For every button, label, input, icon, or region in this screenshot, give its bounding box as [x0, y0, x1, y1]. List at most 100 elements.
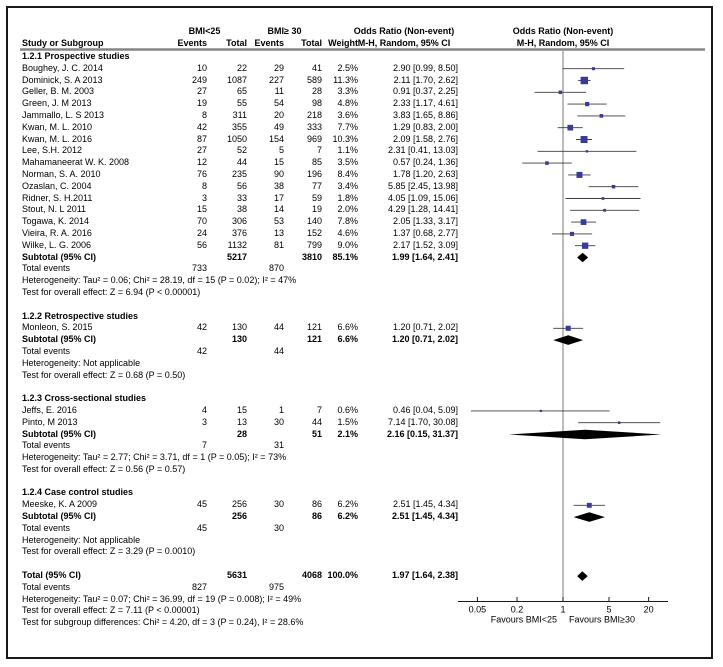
events1 — [162, 570, 207, 582]
total1: 33 — [236, 192, 247, 203]
cell — [207, 263, 247, 275]
weight: 6.6% — [337, 322, 358, 333]
study-name: Total (95% CI) — [22, 570, 81, 581]
events2 — [247, 429, 284, 441]
study-row: Norman, S. A. 2010 76 235 90 196 8.4% 1.78 [1.… — [22, 169, 458, 181]
events1: 87 — [196, 133, 207, 144]
total2: 152 — [306, 227, 322, 238]
header-events2: Events — [254, 38, 284, 48]
study-name: Subtotal (95% CI) — [22, 428, 97, 439]
point-estimate-square — [585, 102, 590, 107]
or-ci-text: 0.46 [0.04, 5.09] — [392, 404, 458, 415]
weight: 7.8% — [337, 216, 358, 227]
summary-diamond — [508, 429, 662, 440]
point-estimate-square — [580, 219, 587, 225]
total1: 13 — [236, 416, 247, 427]
total1: 130 — [231, 334, 247, 345]
events1: 76 — [196, 168, 207, 179]
note-row-text: Test for overall effect: Z = 0.56 (P = 0… — [22, 463, 186, 474]
events2: 81 — [273, 239, 284, 250]
study-row: Ridner, S. H.2011 3 33 17 59 1.8% 4.05 [1.09, … — [22, 193, 458, 205]
total2: 41 — [311, 62, 322, 73]
total2: 799 — [306, 239, 322, 250]
x-axis-tick-label: 0.05 — [469, 605, 487, 615]
or-ci-text: 7.14 [1.70, 30.08] — [387, 416, 458, 427]
events1: 4 — [201, 404, 207, 415]
study-row: Lee, S.H. 2012 27 52 5 7 1.1% 2.31 [0.41, 13.0… — [22, 145, 458, 157]
events2: 227 — [268, 74, 284, 85]
header-total1: Total — [226, 38, 247, 48]
study-name: Subtotal (95% CI) — [22, 511, 97, 522]
total1: 1050 — [226, 133, 247, 144]
or-ci-text: 1.99 [1.64, 2.41] — [391, 251, 458, 262]
subtotal-row: Subtotal (95% CI) 256 86 6.2% 2.51 [1.45, 4.… — [22, 511, 458, 523]
total1: 1132 — [227, 239, 247, 250]
study-name: Vieira, R. A. 2016 — [22, 227, 92, 238]
events2: 38 — [273, 180, 284, 191]
total1: 376 — [231, 227, 247, 238]
or-ci-text: 1.20 [0.71, 2.02] — [392, 322, 458, 333]
total1: 256 — [231, 499, 247, 510]
cell — [207, 582, 247, 594]
header-weight: Weight — [328, 38, 358, 48]
point-estimate-square — [603, 208, 607, 212]
note-row: Heterogeneity: Tau² = 2.77; Chi² = 3.71,… — [22, 452, 458, 464]
study-name: Norman, S. A. 2010 — [22, 168, 101, 179]
point-estimate-square — [567, 124, 574, 131]
events2: 30 — [273, 499, 284, 510]
events2: 44 — [273, 322, 284, 333]
total1: 38 — [236, 204, 247, 215]
events2: 54 — [273, 98, 284, 109]
note-row: Heterogeneity: Not applicable — [22, 358, 458, 370]
total2: 86 — [311, 511, 322, 522]
section-title: 1.2.2 Retrospective studies — [22, 311, 458, 323]
events2: 90 — [273, 168, 284, 179]
weight: 4.8% — [337, 98, 358, 109]
point-estimate-square — [545, 161, 549, 165]
total2: 121 — [306, 322, 322, 333]
total2: 28 — [311, 86, 322, 97]
cell — [207, 440, 247, 452]
study-name: Subtotal (95% CI) — [22, 251, 97, 262]
study-name: Monleon, S. 2015 — [22, 322, 93, 333]
total1: 52 — [236, 145, 247, 156]
events1: 42 — [196, 345, 207, 356]
or-ci-text: 1.37 [0.68, 2.77] — [392, 227, 458, 238]
summary-diamond — [553, 335, 584, 345]
weight: 100.0% — [327, 570, 358, 581]
events2: 31 — [273, 440, 284, 451]
study-name: Meeske, K. A 2009 — [22, 499, 98, 510]
study-row: Boughey, J. C. 2014 10 22 29 41 2.5% 2.90 [0.9… — [22, 63, 458, 75]
section-title-text: 1.2.2 Retrospective studies — [22, 310, 139, 321]
or-ci-text: 4.29 [1.28, 14.41] — [387, 204, 458, 215]
weight: 3.3% — [337, 86, 358, 97]
study-row: Ozaslan, C. 2004 8 56 38 77 3.4% 5.85 [2.45, 1… — [22, 181, 458, 193]
note-row-text: Heterogeneity: Not applicable — [22, 534, 141, 545]
weight: 3.5% — [337, 157, 358, 168]
weight: 4.6% — [337, 227, 358, 238]
study-row: Kwan, M. L. 2016 87 1050 154 969 10.3% 2.09 [1… — [22, 134, 458, 146]
section-title: 1.2.1 Prospective studies — [22, 51, 458, 63]
subtotal-row: Subtotal (95% CI) 130 121 6.6% 1.20 [0.71, 2… — [22, 334, 458, 346]
total2: 7 — [316, 145, 322, 156]
events1: 249 — [191, 74, 207, 85]
study-name: Geller, B. M. 2003 — [22, 86, 95, 97]
note-row: Heterogeneity: Tau² = 0.06; Chi² = 28.19… — [22, 275, 458, 287]
or-ci-text: 1.20 [0.71, 2.02] — [391, 334, 458, 345]
events1: 45 — [196, 522, 207, 533]
events1: 56 — [196, 239, 207, 250]
point-estimate-square — [586, 502, 592, 508]
header-group2: BMI≥ 30 — [267, 26, 302, 36]
events2 — [247, 334, 284, 346]
total2: 44 — [311, 416, 322, 427]
or-ci-text: 2.16 [0.15, 31.37] — [386, 428, 458, 439]
total1: 56 — [236, 180, 247, 191]
total-events-label: Total events — [22, 263, 71, 274]
study-name: Jeffs, E. 2016 — [22, 404, 77, 415]
total2: 51 — [311, 428, 322, 439]
events1: 42 — [196, 322, 207, 333]
point-estimate-square — [576, 171, 583, 178]
study-row: Pinto, M 2013 3 13 30 44 1.5% 7.14 [1.70, 30.0… — [22, 417, 458, 429]
weight: 1.1% — [337, 145, 358, 156]
